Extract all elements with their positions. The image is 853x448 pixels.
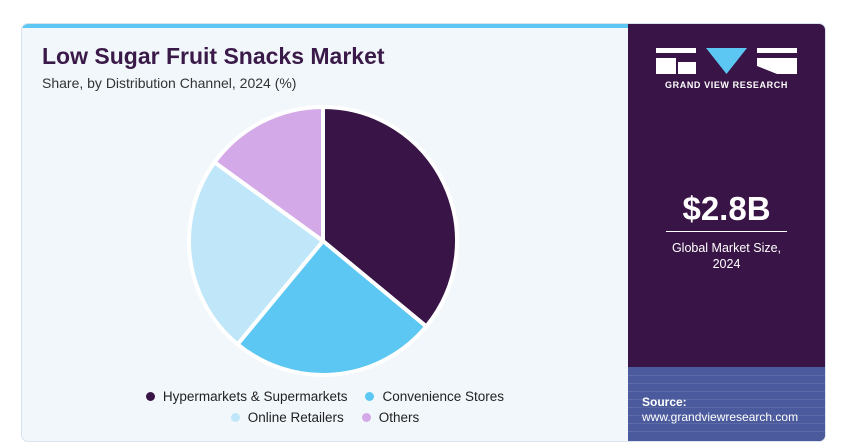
pie-slice-hypermarkets xyxy=(321,105,459,329)
legend-swatch-convenience xyxy=(365,392,375,401)
value-divider xyxy=(666,231,787,232)
legend-label-convenience: Convenience Stores xyxy=(382,389,505,404)
market-size-value: $2.8B xyxy=(682,190,771,227)
legend-item-hypermarkets: Hypermarkets & Supermarkets xyxy=(145,389,348,404)
chart-card: Low Sugar Fruit Snacks Market Share, by … xyxy=(22,24,825,441)
pie-chart xyxy=(187,105,459,377)
source-url[interactable]: www.grandviewresearch.com xyxy=(642,410,799,424)
legend-item-convenience: Convenience Stores xyxy=(365,389,504,404)
legend-label-online: Online Retailers xyxy=(247,410,344,425)
legend-swatch-online xyxy=(230,413,240,422)
grand-view-research-logo xyxy=(656,48,797,74)
chart-subtitle: Share, by Distribution Channel, 2024 (%) xyxy=(42,75,297,91)
pie-slice-others xyxy=(212,105,325,243)
sidebar-panel: GRAND VIEW RESEARCH $2.8B Global Market … xyxy=(628,24,825,441)
market-size-caption-line2: 2024 xyxy=(712,257,741,271)
legend-swatch-hypermarkets xyxy=(145,392,155,401)
pie-slice-convenience xyxy=(235,239,429,377)
legend-row-1: Hypermarkets & Supermarkets Convenience … xyxy=(22,389,628,404)
legend-label-hypermarkets: Hypermarkets & Supermarkets xyxy=(162,389,348,404)
market-size-caption-line1: Global Market Size, xyxy=(671,241,782,255)
accent-bar xyxy=(22,24,628,28)
legend-item-online: Online Retailers xyxy=(230,410,344,425)
source-label: Source: xyxy=(642,395,687,409)
market-size-caption: Global Market Size, 2024 xyxy=(628,240,825,272)
legend-swatch-others xyxy=(361,413,371,422)
source-block: Source: www.grandviewresearch.com xyxy=(642,395,798,425)
legend-row-2: Online Retailers Others xyxy=(22,410,628,425)
chart-title: Low Sugar Fruit Snacks Market xyxy=(42,43,385,69)
source-band xyxy=(628,367,825,441)
brand-name: GRAND VIEW RESEARCH xyxy=(665,80,788,90)
pie-slice-online xyxy=(187,160,325,347)
legend-item-others: Others xyxy=(361,410,420,425)
legend-label-others: Others xyxy=(378,410,420,425)
